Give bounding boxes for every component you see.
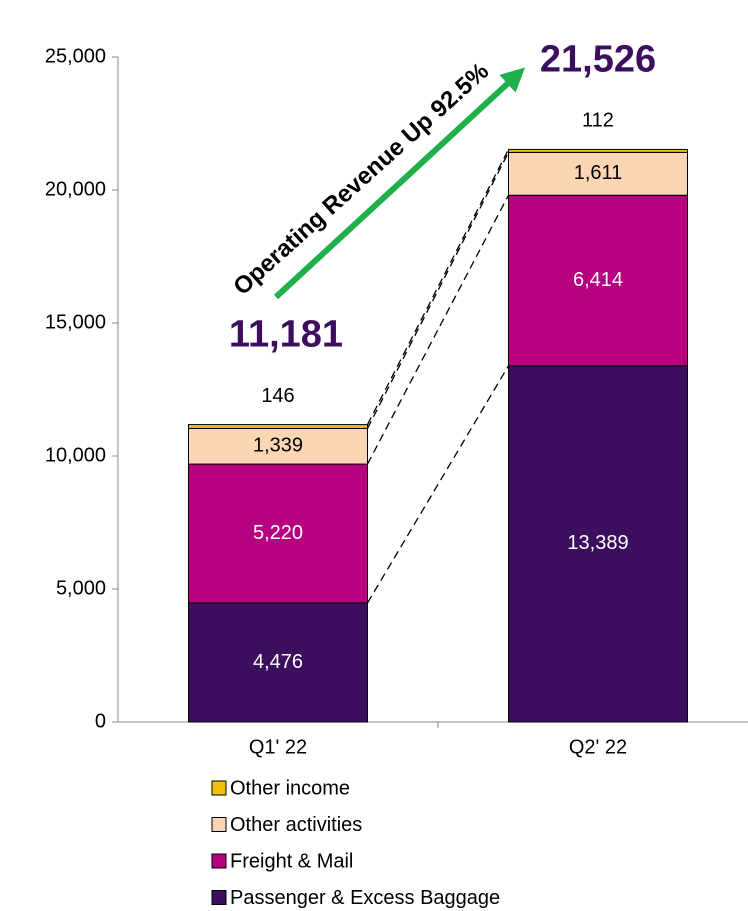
connector — [366, 194, 510, 465]
legend-swatch — [211, 853, 227, 869]
bar-segment — [508, 148, 688, 153]
legend-swatch — [211, 780, 227, 796]
bar-segment — [188, 602, 368, 723]
data-label: 13,389 — [567, 532, 628, 554]
legend-label: Other activities — [230, 814, 362, 836]
data-label: 112 — [582, 110, 614, 132]
bar-segment — [508, 365, 688, 723]
bar-segment — [188, 463, 368, 604]
y-tick-label: 20,000 — [45, 178, 106, 200]
legend-swatch — [211, 890, 227, 905]
data-label: 5,220 — [253, 522, 303, 544]
x-tick-label: Q2' 22 — [569, 736, 627, 758]
bar-segment — [508, 151, 688, 196]
data-label: 146 — [261, 385, 294, 407]
y-tick-label: 0 — [95, 710, 106, 732]
annotation: Operating Revenue Up 92.5% — [228, 58, 494, 301]
y-tick-label: 5,000 — [56, 577, 106, 599]
y-tick-label: 10,000 — [45, 444, 106, 466]
bar-segment — [188, 424, 368, 429]
x-tick-label: Q1' 22 — [249, 736, 307, 758]
data-label: 1,339 — [253, 435, 303, 457]
legend-label: Freight & Mail — [230, 850, 353, 872]
data-label: 4,476 — [253, 651, 303, 673]
data-label: 6,414 — [573, 269, 623, 291]
bar-segment — [508, 194, 688, 367]
legend-swatch — [211, 817, 227, 832]
legend-label: Passenger & Excess Baggage — [230, 887, 500, 909]
connector — [366, 365, 510, 604]
total-label: 21,526 — [540, 38, 656, 80]
legend-label: Other income — [230, 777, 350, 799]
data-label: 1,611 — [574, 162, 623, 184]
annotation-arrow — [273, 67, 526, 300]
total-label: 11,181 — [229, 314, 343, 356]
y-tick-label: 25,000 — [45, 45, 106, 67]
y-tick-label: 15,000 — [45, 311, 106, 333]
